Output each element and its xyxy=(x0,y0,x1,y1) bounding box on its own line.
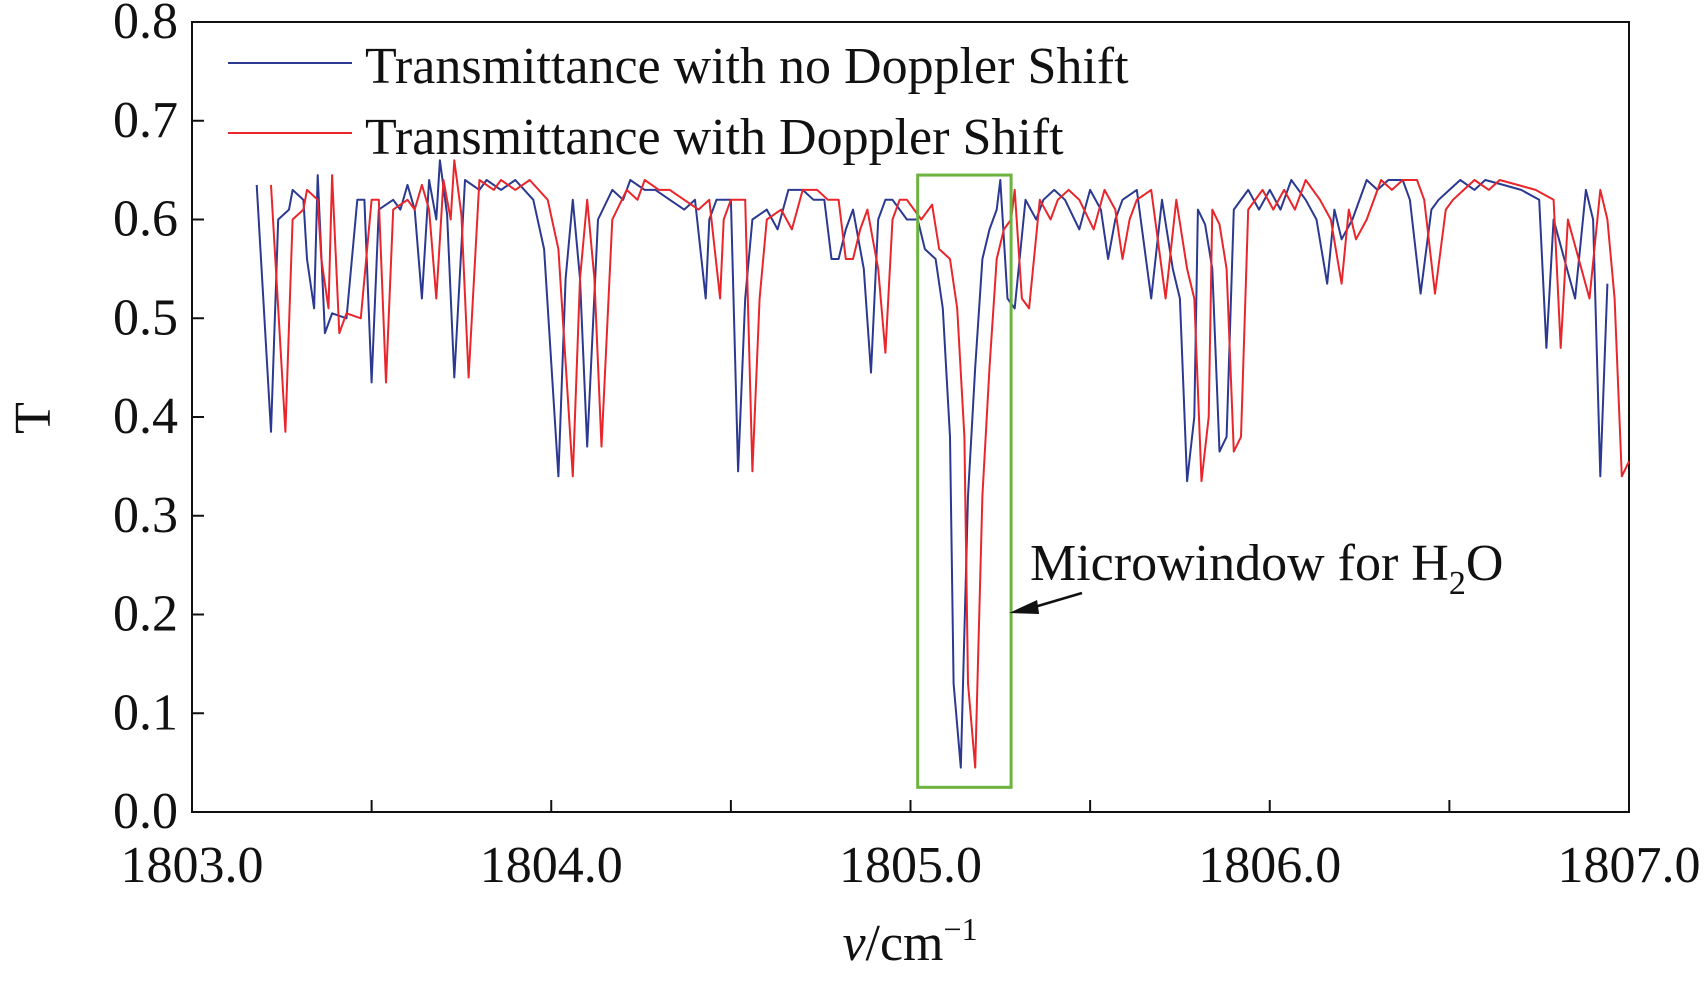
y-tick-label: 0.2 xyxy=(113,586,178,643)
x-tick-label: 1805.0 xyxy=(839,837,982,894)
series-layer xyxy=(255,159,1630,769)
y-tick-label: 0.5 xyxy=(113,289,178,346)
x-axis: 1803.0 1804.0 1805.0 1806.0 1807.0 xyxy=(121,800,1701,894)
y-tick-label: 0.3 xyxy=(113,487,178,544)
microwindow-box xyxy=(916,173,1013,789)
series-line-1 xyxy=(270,159,1630,769)
y-tick-label: 0.0 xyxy=(113,783,178,840)
y-tick-label: 0.6 xyxy=(113,191,178,248)
x-tick-label: 1807.0 xyxy=(1558,837,1701,894)
annotation-arrow xyxy=(1030,591,1083,610)
annotation-layer: Microwindow for H2O xyxy=(916,173,1503,789)
x-axis-title: v/cm−1 xyxy=(842,911,977,972)
x-tick-label: 1804.0 xyxy=(480,837,623,894)
y-tick-label: 0.1 xyxy=(113,684,178,741)
y-tick-label: 0.4 xyxy=(113,388,178,445)
y-axis-title: T xyxy=(5,402,62,434)
y-tick-label: 0.8 xyxy=(113,0,178,50)
annotation-label: Microwindow for H2O xyxy=(1030,535,1503,602)
x-tick-label: 1803.0 xyxy=(121,837,264,894)
legend-label-doppler: Transmittance with Doppler Shift xyxy=(365,109,1064,166)
legend-label-no-doppler: Transmittance with no Doppler Shift xyxy=(365,38,1129,95)
x-tick-label: 1806.0 xyxy=(1198,837,1341,894)
legend: Transmittance with no Doppler Shift Tran… xyxy=(228,38,1129,166)
series-line-0 xyxy=(255,159,1609,769)
y-tick-label: 0.7 xyxy=(113,92,178,149)
y-axis: 0.0 0.1 0.2 0.3 0.4 0.5 0.6 0.7 0.8 xyxy=(113,0,204,840)
annotation-arrow-head xyxy=(1009,600,1040,614)
